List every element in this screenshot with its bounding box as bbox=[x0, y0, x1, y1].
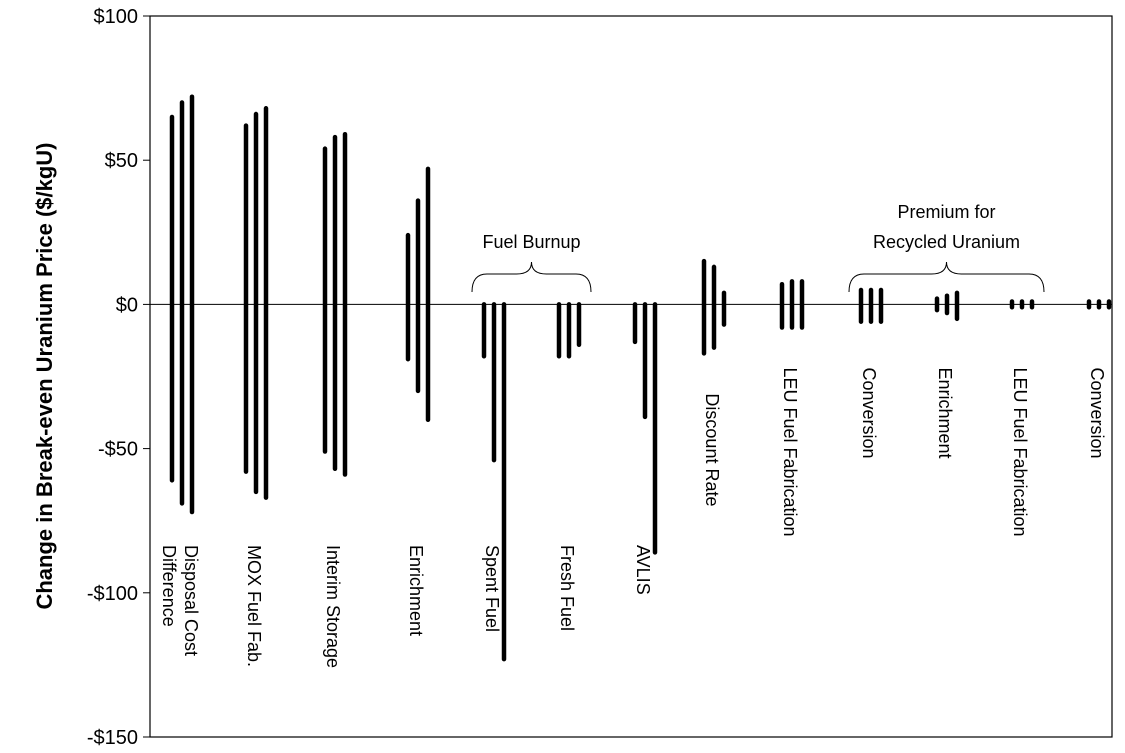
y-tick-label: $100 bbox=[94, 6, 139, 28]
category-label: Difference bbox=[159, 545, 179, 627]
y-tick-label: $0 bbox=[116, 294, 138, 316]
category-label: AVLIS bbox=[633, 545, 653, 595]
annotations: Fuel Burnup Premium for Recycled Uranium bbox=[471, 202, 1045, 293]
annotation-brace bbox=[471, 261, 592, 293]
annotation-brace bbox=[848, 261, 1045, 293]
y-tick-label: -$100 bbox=[87, 583, 138, 605]
category-label: LEU Fuel Fabrication bbox=[780, 367, 800, 536]
chart-axes: $100 $50 $0 -$50 -$100 -$150 bbox=[87, 6, 1113, 749]
category-label: Interim Storage bbox=[323, 545, 343, 668]
y-tick-label: $50 bbox=[105, 150, 138, 172]
annotation-text: Fuel Burnup bbox=[482, 232, 580, 252]
plot-area-frame bbox=[149, 15, 1113, 738]
category-label: Conversion bbox=[859, 367, 879, 458]
category-label: Fresh Fuel bbox=[557, 545, 577, 631]
y-axis-label: Change in Break-even Uranium Price ($/kg… bbox=[32, 142, 57, 609]
y-tick-label: -$50 bbox=[98, 439, 138, 461]
category-label: LEU Fuel Fabrication bbox=[1010, 367, 1030, 536]
y-tick-label: -$150 bbox=[87, 727, 138, 749]
chart-bars bbox=[169, 94, 1112, 662]
category-label: Conversion bbox=[1087, 367, 1107, 458]
category-label: Spent Fuel bbox=[482, 545, 502, 632]
category-label: Disposal Cost bbox=[181, 545, 201, 656]
category-label: Enrichment bbox=[935, 367, 955, 458]
category-label: Discount Rate bbox=[702, 393, 722, 506]
annotation-text: Premium for bbox=[897, 202, 995, 222]
category-label: Enrichment bbox=[406, 545, 426, 636]
annotation-text: Recycled Uranium bbox=[873, 232, 1020, 252]
category-label: MOX Fuel Fab. bbox=[244, 545, 264, 667]
